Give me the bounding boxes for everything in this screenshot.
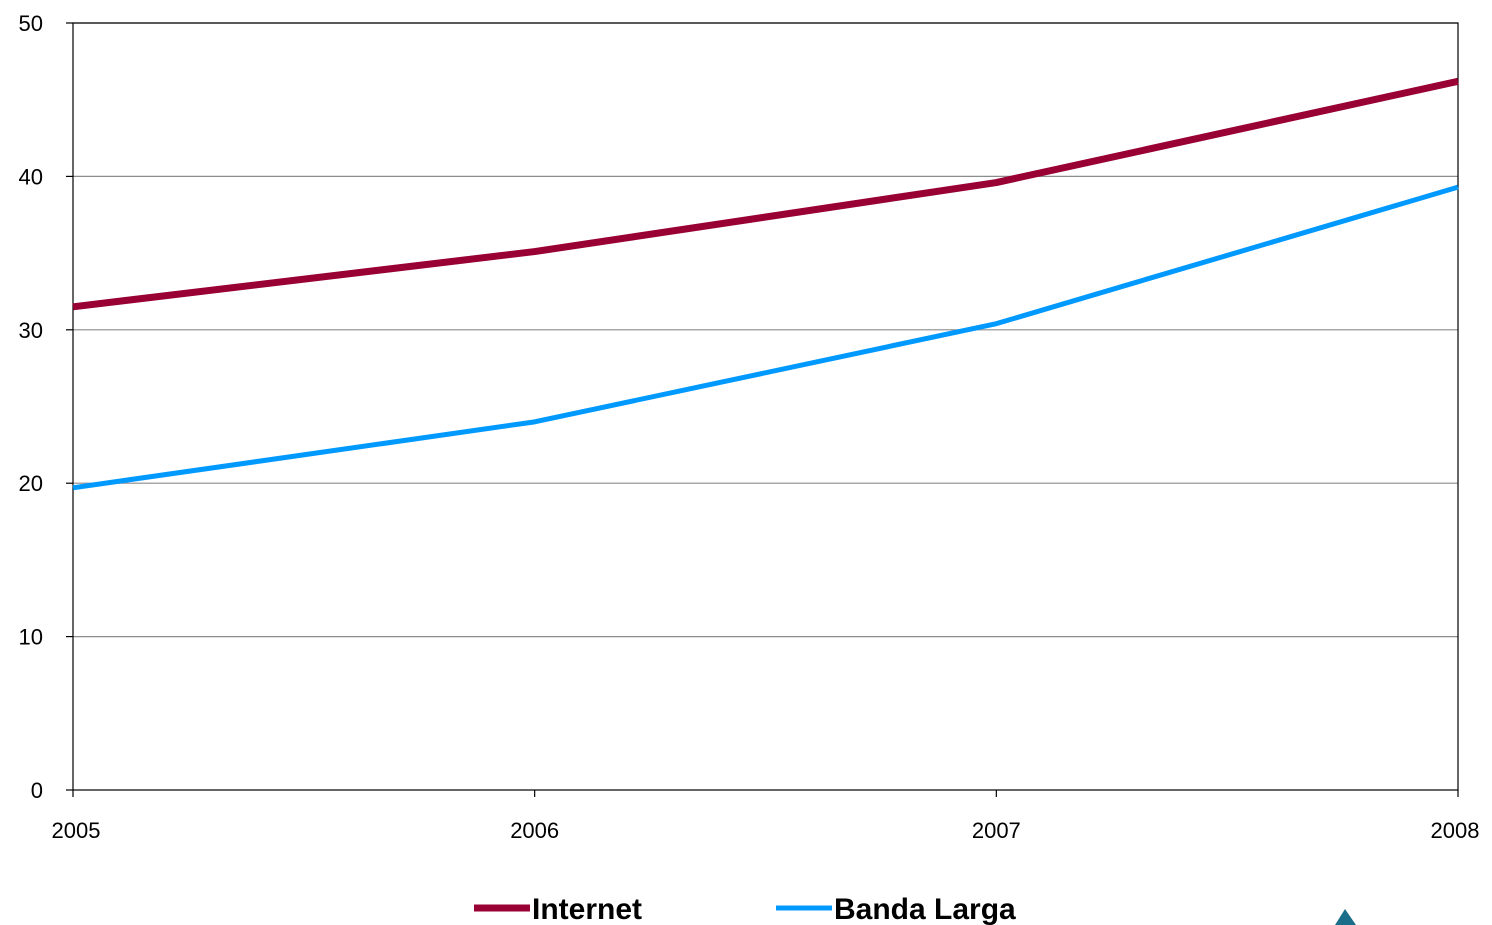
series-line-internet [72,77,1459,311]
y-tick-label: 50 [19,11,43,36]
y-tick-label: 30 [19,318,43,343]
legend-label-banda-larga: Banda Larga [834,893,1016,925]
x-tick-label: 2007 [972,818,1021,843]
triangle-up-icon [1335,909,1356,925]
legend: Internet Banda Larga [474,893,1016,925]
y-tick-label: 20 [19,471,43,496]
y-tick-label: 40 [19,164,43,189]
y-tick-label: 10 [19,625,43,650]
y-tick-labels: 0 10 20 30 40 50 [19,11,43,803]
x-tick-labels: 2005 2006 2007 2008 [52,818,1480,843]
x-tick-label: 2005 [52,818,101,843]
series-line-banda-larga [72,184,1459,491]
decoration [1335,909,1356,925]
gridlines [73,22,1458,638]
plot-frame [72,22,1459,791]
x-tick-label: 2008 [1431,818,1480,843]
y-tick-label: 0 [31,778,43,803]
x-tick-label: 2006 [510,818,559,843]
legend-label-internet: Internet [532,893,642,925]
axes [66,22,1459,797]
series-lines [72,77,1459,491]
